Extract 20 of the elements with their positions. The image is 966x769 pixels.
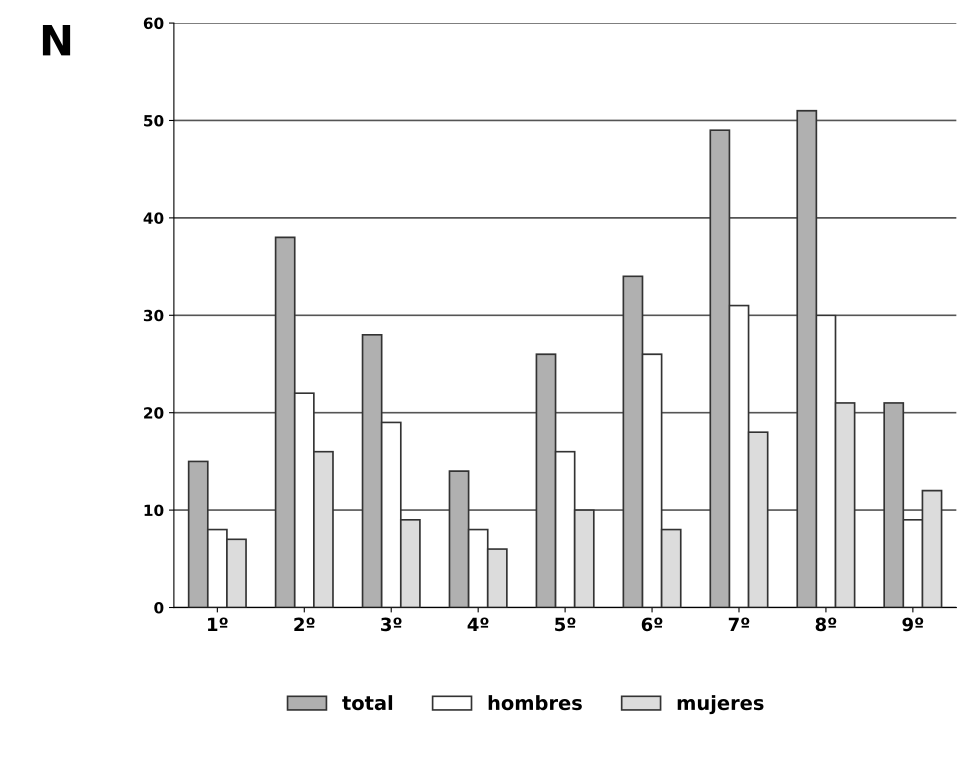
legend-label: total [342,695,392,710]
y-tick-label: 50 [144,114,164,126]
legend-label: mujeres [678,695,764,714]
x-tick-label: 1º [208,618,228,631]
x-tick-label: 7º [728,618,750,631]
y-tick-label: 0 [154,602,164,614]
legend-label: hombres [488,695,582,710]
y-tick-label: 60 [144,18,164,30]
x-tick-label: 9º [902,618,924,632]
x-tick-label: 5º [555,618,576,632]
y-tick-label: 40 [144,212,164,224]
x-tick-label: 4º [468,618,489,631]
x-tick-label: 3º [381,618,402,632]
y-tick-label: 10 [144,504,164,516]
y-tick-label: 30 [144,310,164,322]
y-axis-title: N [42,24,70,56]
x-tick-label: 8º [816,618,836,632]
x-tick-label: 6º [642,618,662,632]
x-tick-label: 2º [294,618,315,631]
y-tick-label: 20 [144,407,164,419]
